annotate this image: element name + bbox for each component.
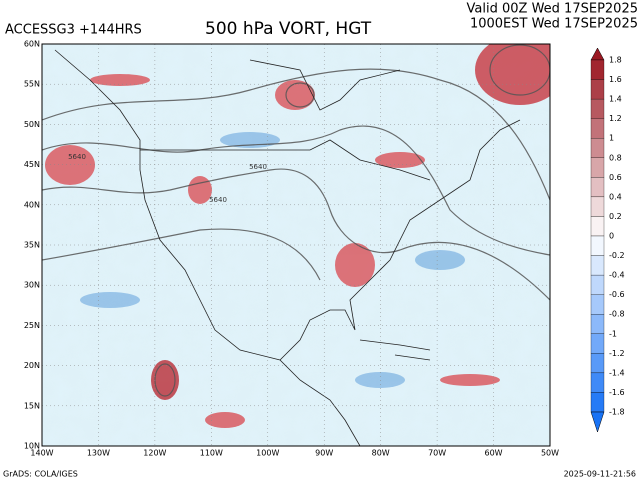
- colorbar-segment: [590, 138, 605, 158]
- timestamp: 2025-09-11-21:56: [564, 470, 636, 479]
- lon-label: 70W: [428, 449, 446, 458]
- contour-label: 5640: [209, 196, 227, 204]
- lat-label: 60N: [24, 40, 40, 49]
- colorbar-segment: [590, 118, 605, 139]
- lat-label: 20N: [24, 361, 40, 370]
- colorbar-label: 1: [609, 134, 614, 143]
- colorbar-segment: [590, 98, 605, 119]
- colorbar-label: 1.4: [609, 95, 622, 104]
- contour-label: 5640: [68, 153, 86, 161]
- contour-label: 5640: [249, 163, 267, 171]
- map-title: 500 hPa VORT, HGT: [205, 19, 372, 39]
- colorbar-label: 0.4: [609, 192, 622, 201]
- colorbar-segment: [590, 196, 605, 217]
- colorbar-segment: [590, 177, 605, 198]
- colorbar-segment: [590, 294, 605, 315]
- colorbar-segment: [590, 216, 605, 237]
- model-label: ACCESSG3 +144HRS: [5, 23, 142, 38]
- lat-label: 35N: [24, 241, 40, 250]
- colorbar-label: 1.6: [609, 75, 622, 84]
- colorbar-bottom: [590, 411, 605, 433]
- lon-label: 80W: [372, 449, 390, 458]
- colorbar-segment: [590, 235, 605, 256]
- lat-label: 10N: [24, 442, 40, 451]
- lon-label: 50W: [541, 449, 559, 458]
- colorbar-segment: [590, 255, 605, 276]
- colorbar-segment: [590, 157, 605, 178]
- local-time: 1000EST Wed 17SEP2025: [470, 17, 638, 32]
- colorbar-label: -1.6: [609, 388, 625, 397]
- colorbar-label: -0.6: [609, 290, 625, 299]
- lat-label: 25N: [24, 321, 40, 330]
- colorbar-segment: [590, 79, 605, 100]
- colorbar-label: 0.8: [609, 153, 622, 162]
- credit: GrADS: COLA/IGES: [3, 470, 78, 479]
- colorbar-label: 0.2: [609, 212, 622, 221]
- colorbar-segment: [590, 274, 605, 295]
- colorbar-label: -1: [609, 329, 617, 338]
- colorbar-label: -1.4: [609, 368, 625, 377]
- lat-label: 40N: [24, 200, 40, 209]
- lat-label: 55N: [24, 80, 40, 89]
- map-frame: [41, 43, 551, 447]
- colorbar-label: -1.8: [609, 408, 625, 417]
- colorbar-segment: [590, 314, 605, 334]
- lon-label: 100W: [256, 449, 279, 458]
- valid-time: Valid 00Z Wed 17SEP2025: [467, 2, 638, 17]
- colorbar-label: 0: [609, 232, 614, 241]
- lon-label: 120W: [143, 449, 166, 458]
- colorbar-segment: [590, 392, 605, 413]
- colorbar-label: 1.2: [609, 114, 622, 123]
- colorbar-segment: [590, 353, 605, 374]
- lon-label: 130W: [87, 449, 110, 458]
- lat-label: 30N: [24, 281, 40, 290]
- lon-label: 90W: [315, 449, 333, 458]
- lon-label: 110W: [200, 449, 223, 458]
- lat-label: 45N: [24, 160, 40, 169]
- map-field: [42, 44, 550, 446]
- colorbar-label: -0.8: [609, 310, 625, 319]
- colorbar-label: -1.2: [609, 349, 625, 358]
- colorbar-label: 1.8: [609, 56, 622, 65]
- lon-label: 140W: [30, 449, 53, 458]
- colorbar-label: -0.2: [609, 251, 625, 260]
- lat-label: 50N: [24, 120, 40, 129]
- lon-label: 60W: [485, 449, 503, 458]
- colorbar-segment: [590, 333, 605, 354]
- colorbar-segment: [590, 59, 605, 80]
- lat-label: 15N: [24, 401, 40, 410]
- colorbar-label: 0.6: [609, 173, 622, 182]
- colorbar-label: -0.4: [609, 271, 625, 280]
- colorbar-segment: [590, 372, 605, 393]
- colorbar-top: [590, 47, 605, 61]
